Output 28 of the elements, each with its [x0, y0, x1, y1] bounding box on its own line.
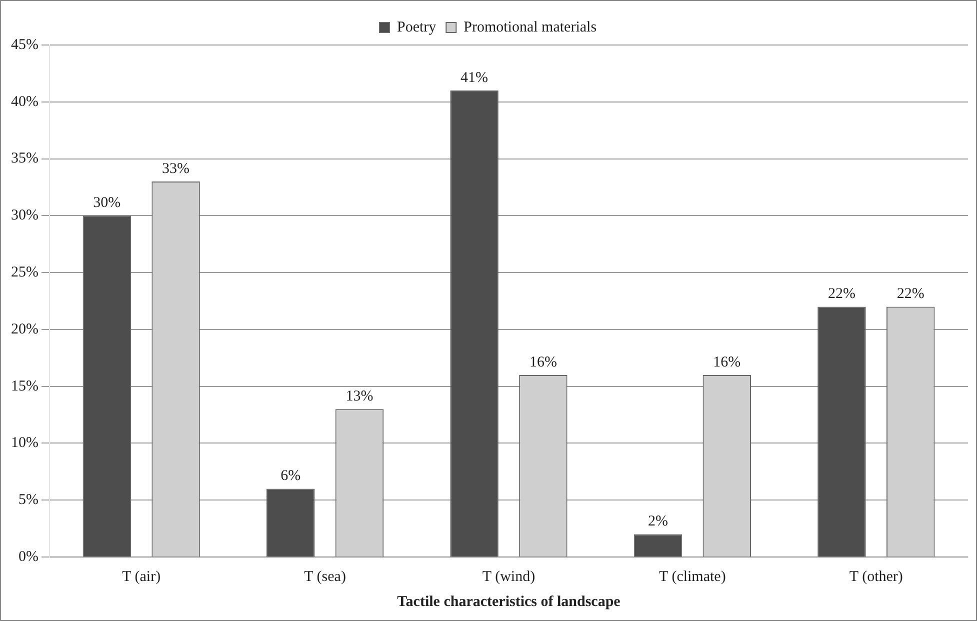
y-tick-label: 5% [18, 492, 38, 508]
y-tick-label: 25% [10, 264, 38, 280]
data-label: 13% [346, 388, 374, 405]
y-tick-label: 20% [10, 321, 38, 338]
legend-label: Poetry [396, 19, 437, 36]
data-label: 22% [828, 286, 856, 302]
y-tick-label: 0% [18, 548, 38, 565]
data-label: 16% [713, 354, 741, 370]
y-tick-label: 15% [10, 378, 38, 394]
data-label: 2% [648, 514, 668, 530]
y-tick-label: 35% [10, 150, 38, 167]
data-label: 33% [162, 160, 190, 177]
data-label: 6% [280, 468, 301, 484]
legend-label: Promotional materials [464, 19, 597, 36]
x-axis-title: Tactile characteristics of landscape [397, 594, 621, 610]
data-label: 41% [460, 70, 488, 86]
x-tick-label: T (air) [122, 568, 161, 585]
x-tick-label: T (sea) [304, 568, 346, 585]
x-tick-label: T (wind) [482, 568, 536, 585]
y-tick-label: 40% [10, 94, 38, 110]
x-tick-label: T (other) [849, 568, 903, 585]
y-tick-label: 30% [10, 208, 38, 224]
data-label: 30% [93, 195, 121, 212]
y-tick-label: 10% [10, 435, 38, 452]
x-tick-label: T (climate) [659, 568, 726, 585]
data-label: 16% [529, 354, 557, 370]
y-tick-label: 45% [10, 36, 38, 53]
data-label: 22% [896, 286, 924, 302]
